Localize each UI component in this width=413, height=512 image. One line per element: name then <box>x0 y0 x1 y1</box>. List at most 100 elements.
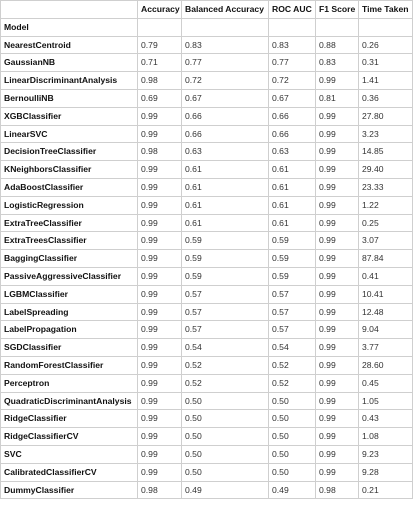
balanced-accuracy-cell: 0.72 <box>181 71 269 90</box>
index-name-spacer <box>315 17 359 37</box>
accuracy-cell: 0.69 <box>137 88 182 108</box>
table-row: LinearSVC 0.99 0.66 0.66 0.99 3.23 <box>0 124 413 144</box>
f1-score-cell: 0.99 <box>315 284 359 304</box>
model-name: LinearDiscriminantAnalysis <box>0 71 138 90</box>
table-row: LGBMClassifier 0.99 0.57 0.57 0.99 10.41 <box>0 284 413 304</box>
accuracy-cell: 0.99 <box>137 302 182 322</box>
accuracy-cell: 0.99 <box>137 320 182 340</box>
accuracy-cell: 0.98 <box>137 480 182 500</box>
model-name: AdaBoostClassifier <box>0 177 138 197</box>
f1-score-cell: 0.99 <box>315 177 359 197</box>
accuracy-cell: 0.99 <box>137 338 182 357</box>
results-table: Accuracy Balanced Accuracy ROC AUC F1 Sc… <box>0 0 413 500</box>
f1-score-cell: 0.81 <box>315 88 359 108</box>
f1-score-cell: 0.83 <box>315 53 359 73</box>
header-roc-auc: ROC AUC <box>268 0 316 19</box>
roc-auc-cell: 0.52 <box>268 373 316 393</box>
index-name: Model <box>0 17 138 37</box>
time-taken-cell: 3.07 <box>358 231 413 251</box>
f1-score-cell: 0.99 <box>315 373 359 393</box>
f1-score-cell: 0.99 <box>315 231 359 251</box>
balanced-accuracy-cell: 0.50 <box>181 391 269 411</box>
time-taken-cell: 27.80 <box>358 106 413 126</box>
roc-auc-cell: 0.66 <box>268 124 316 144</box>
accuracy-cell: 0.99 <box>137 355 182 375</box>
f1-score-cell: 0.99 <box>315 249 359 268</box>
table-row: Perceptron 0.99 0.52 0.52 0.99 0.45 <box>0 373 413 393</box>
f1-score-cell: 0.99 <box>315 213 359 233</box>
roc-auc-cell: 0.57 <box>268 320 316 340</box>
accuracy-cell: 0.99 <box>137 177 182 197</box>
roc-auc-cell: 0.77 <box>268 53 316 73</box>
roc-auc-cell: 0.49 <box>268 480 316 500</box>
f1-score-cell: 0.98 <box>315 480 359 500</box>
model-name: KNeighborsClassifier <box>0 160 138 179</box>
f1-score-cell: 0.99 <box>315 106 359 126</box>
roc-auc-cell: 0.50 <box>268 427 316 446</box>
balanced-accuracy-cell: 0.59 <box>181 266 269 286</box>
time-taken-cell: 1.08 <box>358 427 413 446</box>
model-name: BernoulliNB <box>0 88 138 108</box>
time-taken-cell: 0.45 <box>358 373 413 393</box>
balanced-accuracy-cell: 0.50 <box>181 409 269 429</box>
model-name: SGDClassifier <box>0 338 138 357</box>
column-header-row: Accuracy Balanced Accuracy ROC AUC F1 Sc… <box>0 0 413 19</box>
table-row: QuadraticDiscriminantAnalysis 0.99 0.50 0.5… <box>0 391 413 411</box>
f1-score-cell: 0.99 <box>315 124 359 144</box>
time-taken-cell: 1.22 <box>358 195 413 215</box>
balanced-accuracy-cell: 0.59 <box>181 231 269 251</box>
table-row: XGBClassifier 0.99 0.66 0.66 0.99 27.80 <box>0 106 413 126</box>
accuracy-cell: 0.99 <box>137 231 182 251</box>
table-row: LinearDiscriminantAnalysis 0.98 0.72 0.72 0.… <box>0 71 413 90</box>
table-row: BaggingClassifier 0.99 0.59 0.59 0.99 87.84 <box>0 249 413 268</box>
accuracy-cell: 0.98 <box>137 71 182 90</box>
accuracy-cell: 0.99 <box>137 106 182 126</box>
table-body: NearestCentroid 0.79 0.83 0.83 0.88 0.26 Gauss… <box>0 35 413 500</box>
balanced-accuracy-cell: 0.61 <box>181 213 269 233</box>
accuracy-cell: 0.99 <box>137 249 182 268</box>
balanced-accuracy-cell: 0.57 <box>181 302 269 322</box>
roc-auc-cell: 0.59 <box>268 266 316 286</box>
roc-auc-cell: 0.72 <box>268 71 316 90</box>
table-row: PassiveAggressiveClassifier 0.99 0.59 0.59 0… <box>0 266 413 286</box>
model-name: LabelSpreading <box>0 302 138 322</box>
index-name-spacer <box>358 17 413 37</box>
model-name: LabelPropagation <box>0 320 138 340</box>
f1-score-cell: 0.99 <box>315 195 359 215</box>
table-row: SVC 0.99 0.50 0.50 0.99 9.23 <box>0 444 413 464</box>
table-row: CalibratedClassifierCV 0.99 0.50 0.50 0.99 9.… <box>0 462 413 482</box>
balanced-accuracy-cell: 0.66 <box>181 124 269 144</box>
time-taken-cell: 0.36 <box>358 88 413 108</box>
model-name: ExtraTreeClassifier <box>0 213 138 233</box>
balanced-accuracy-cell: 0.52 <box>181 355 269 375</box>
f1-score-cell: 0.99 <box>315 71 359 90</box>
table-row: LabelSpreading 0.99 0.57 0.57 0.99 12.48 <box>0 302 413 322</box>
time-taken-cell: 9.23 <box>358 444 413 464</box>
model-name: CalibratedClassifierCV <box>0 462 138 482</box>
roc-auc-cell: 0.66 <box>268 106 316 126</box>
time-taken-cell: 14.85 <box>358 142 413 162</box>
time-taken-cell: 3.77 <box>358 338 413 357</box>
f1-score-cell: 0.99 <box>315 409 359 429</box>
roc-auc-cell: 0.63 <box>268 142 316 162</box>
time-taken-cell: 9.28 <box>358 462 413 482</box>
table-row: RidgeClassifier 0.99 0.50 0.50 0.99 0.43 <box>0 409 413 429</box>
roc-auc-cell: 0.57 <box>268 302 316 322</box>
f1-score-cell: 0.99 <box>315 160 359 179</box>
time-taken-cell: 10.41 <box>358 284 413 304</box>
balanced-accuracy-cell: 0.61 <box>181 195 269 215</box>
model-name: LinearSVC <box>0 124 138 144</box>
accuracy-cell: 0.98 <box>137 142 182 162</box>
time-taken-cell: 3.23 <box>358 124 413 144</box>
model-name: LogisticRegression <box>0 195 138 215</box>
f1-score-cell: 0.99 <box>315 462 359 482</box>
accuracy-cell: 0.99 <box>137 391 182 411</box>
roc-auc-cell: 0.59 <box>268 249 316 268</box>
roc-auc-cell: 0.57 <box>268 284 316 304</box>
accuracy-cell: 0.99 <box>137 195 182 215</box>
balanced-accuracy-cell: 0.67 <box>181 88 269 108</box>
accuracy-cell: 0.79 <box>137 35 182 55</box>
roc-auc-cell: 0.50 <box>268 444 316 464</box>
roc-auc-cell: 0.52 <box>268 355 316 375</box>
table-row: RidgeClassifierCV 0.99 0.50 0.50 0.99 1.08 <box>0 427 413 446</box>
